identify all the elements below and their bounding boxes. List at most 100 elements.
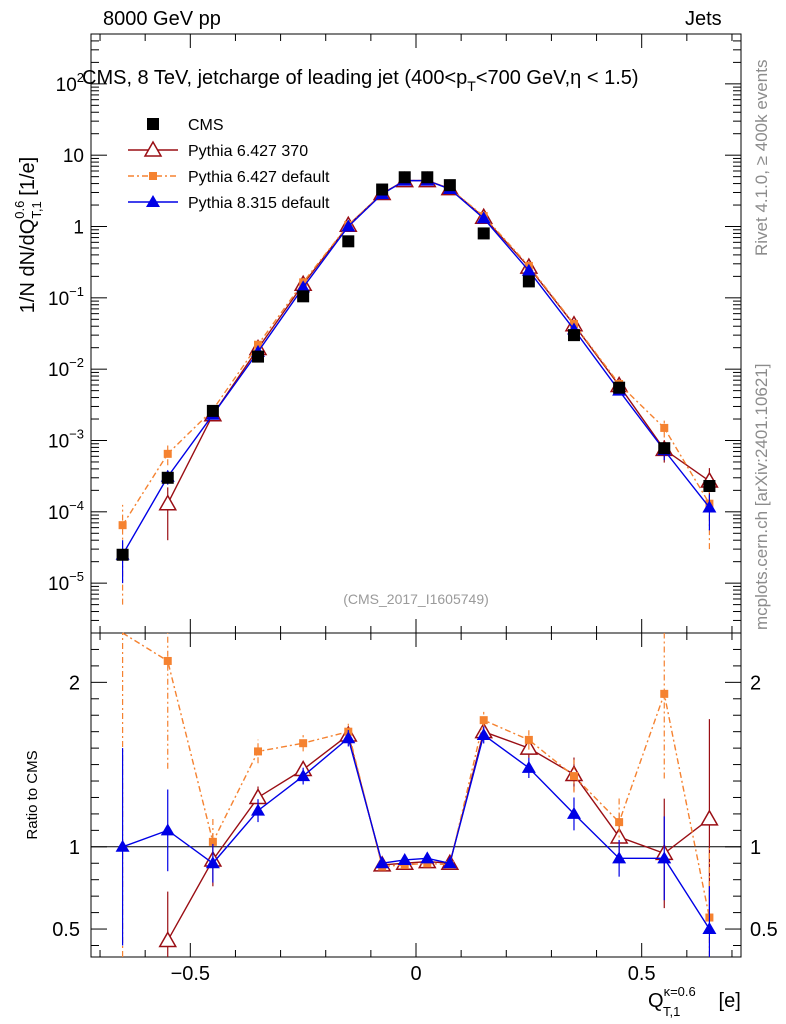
legend-marker <box>147 118 159 130</box>
data-point <box>567 329 580 342</box>
ratio-point <box>479 716 488 725</box>
ratio-tick-label: 0.5 <box>52 919 80 941</box>
y-tick-label: 10−3 <box>48 426 84 452</box>
ratio-point <box>254 747 263 756</box>
data-point <box>342 235 355 248</box>
ratio-point <box>657 851 672 864</box>
ratio-tick-label: 2 <box>69 672 80 694</box>
legend-label: Pythia 8.315 default <box>188 195 330 212</box>
series-line <box>122 179 711 526</box>
ratio-point <box>208 837 217 846</box>
ratio-pythia-8-315-default <box>115 726 717 957</box>
ratio-line <box>122 733 710 930</box>
ratio-point <box>163 656 172 665</box>
ratio-pythia-6-427-370 <box>158 719 719 957</box>
data-point <box>658 442 671 455</box>
y-tick-label: 102 <box>56 70 84 96</box>
ratio-point <box>615 818 624 827</box>
ratio-point <box>476 727 491 740</box>
y-tick-label: 1 <box>73 218 84 239</box>
data-point <box>443 179 456 192</box>
ratio-point <box>702 922 717 935</box>
ratio-point <box>420 851 435 864</box>
legend-label: CMS <box>188 117 224 134</box>
legend-marker <box>149 172 157 180</box>
y-tick-label: 10−5 <box>48 569 84 595</box>
ratio-pythia-6-427-default <box>121 632 714 957</box>
ratio-point <box>660 689 669 698</box>
y-tick-label: 10−1 <box>48 284 84 310</box>
data-point <box>252 350 265 363</box>
y-tick-label: 10−4 <box>48 498 84 524</box>
data-point <box>476 211 491 224</box>
energy-label: 8000 GeV pp <box>103 8 221 30</box>
ratio-point <box>521 760 536 773</box>
data-point <box>206 404 219 417</box>
series-pythia-6-427-370 <box>158 171 719 541</box>
legend-label: Pythia 6.427 370 <box>188 143 308 160</box>
legend-item: CMS <box>147 117 224 134</box>
ratio-point <box>160 823 175 836</box>
category-label: Jets <box>685 8 722 30</box>
x-tick-label: 0 <box>410 963 421 985</box>
data-point <box>254 340 263 349</box>
ratio-tick-label-right: 1 <box>750 837 761 859</box>
data-point <box>341 219 356 232</box>
y-tick-label: 10 <box>63 146 84 167</box>
legend-item: Pythia 6.427 370 <box>128 140 308 160</box>
ratio-point <box>251 803 266 816</box>
data-point <box>660 423 669 432</box>
legend-marker <box>143 140 163 157</box>
ratio-point <box>299 739 308 748</box>
ratio-point <box>296 769 311 782</box>
data-point <box>161 471 174 484</box>
data-point <box>613 381 626 394</box>
x-tick-label: 0.5 <box>628 963 656 985</box>
data-point <box>522 275 535 288</box>
ratio-point <box>524 735 533 744</box>
legend-item: Pythia 6.427 default <box>128 169 330 186</box>
ratio-point <box>569 772 578 781</box>
x-tick-label: −0.5 <box>171 963 210 985</box>
y-tick-label: 10−2 <box>48 355 84 381</box>
data-point <box>296 280 311 293</box>
data-point <box>477 227 490 240</box>
legend-item: Pythia 8.315 default <box>128 195 330 212</box>
data-point <box>703 480 716 493</box>
data-point <box>297 290 310 303</box>
series-pythia-8-315-default <box>115 173 717 584</box>
data-point <box>702 500 717 513</box>
series-line <box>121 179 710 556</box>
legend: CMS Pythia 6.427 370 Pythia 6.427 default P… <box>128 117 330 212</box>
ratio-point <box>158 931 178 948</box>
data-point <box>376 183 389 196</box>
ratio-line <box>122 632 711 918</box>
series-cms <box>116 171 716 561</box>
ratio-point <box>205 856 220 869</box>
data-point <box>163 449 172 458</box>
legend-marker <box>146 195 160 207</box>
legend-label: Pythia 6.427 default <box>188 169 330 186</box>
data-point <box>118 521 127 530</box>
main-panel: 10−5 10−4 10−3 10−2 10−1 1 10 102 (CMS_2017_I160… <box>48 33 742 957</box>
data-point <box>398 171 411 184</box>
series-line <box>167 179 710 505</box>
ratio-tick-label-right: 0.5 <box>750 919 778 941</box>
data-point <box>116 548 129 561</box>
ratio-line <box>167 730 710 941</box>
x-axis-label: Qκ=0.6 T,1 [e] <box>648 984 741 1019</box>
ratio-point <box>341 731 356 744</box>
data-point <box>521 263 536 276</box>
ratio-point <box>442 856 457 869</box>
ratio-axis-label: Ratio to CMS <box>24 750 41 839</box>
ratio-point <box>566 806 581 819</box>
titles: CMS, 8 TeV, jetcharge of leading jet (40… <box>12 67 741 1019</box>
chart-title: CMS, 8 TeV, jetcharge of leading jet (40… <box>82 67 639 94</box>
ratio-point <box>612 851 627 864</box>
ratio-panel: −0.5 0 0.5 0.5 0.5 1 1 2 2 <box>52 632 778 985</box>
ratio-point <box>115 839 130 852</box>
ratio-tick-label-right: 2 <box>750 672 761 694</box>
ratio-point <box>397 852 412 865</box>
ratio-point <box>700 809 719 826</box>
